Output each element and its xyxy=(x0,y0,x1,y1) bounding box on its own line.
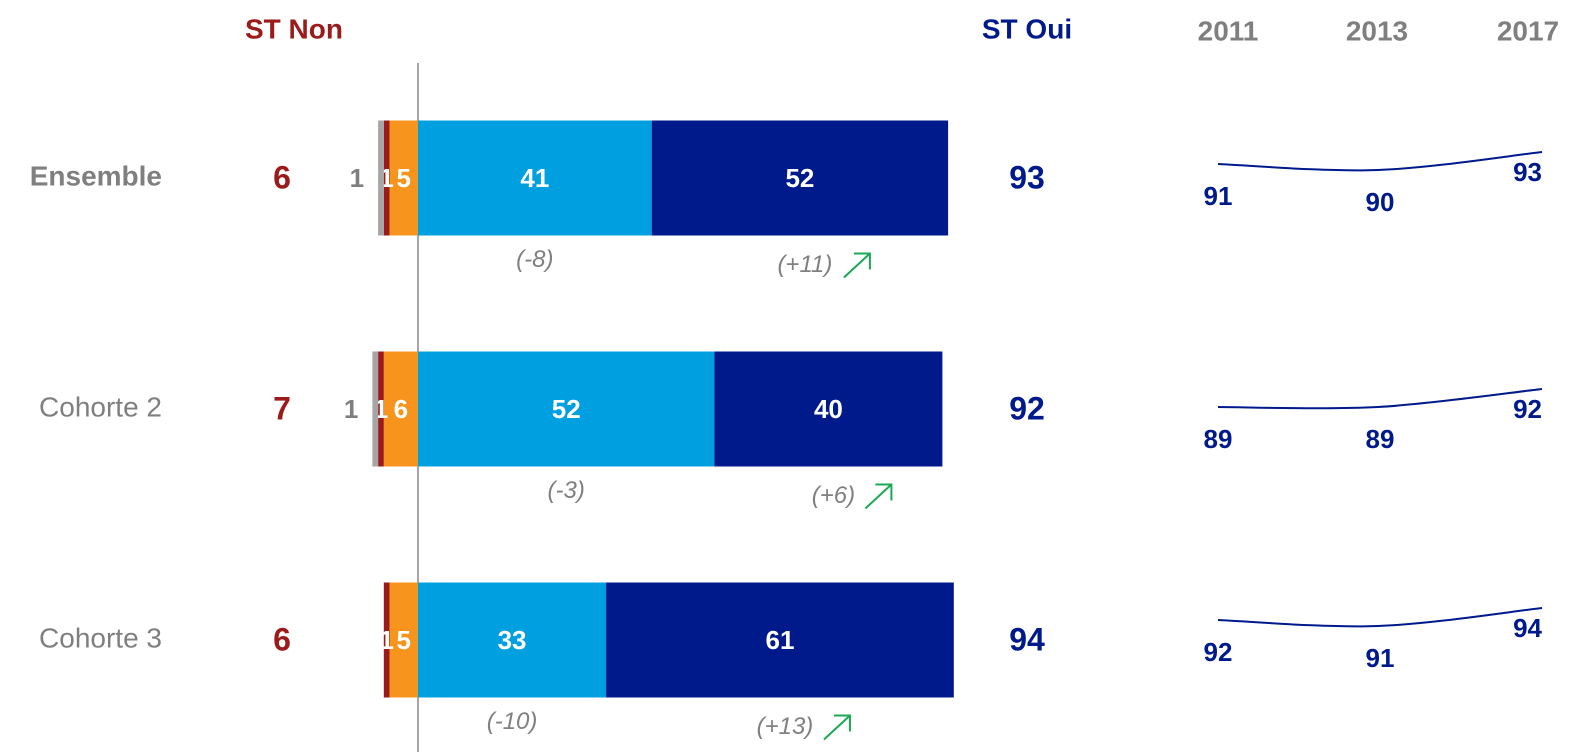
bar-segment xyxy=(714,351,943,467)
segment-label: 1 xyxy=(344,394,358,424)
trend-value: 89 xyxy=(1204,424,1233,454)
category-label: Cohorte 3 xyxy=(39,622,162,653)
segment-label: 5 xyxy=(397,625,411,655)
segment-label: 33 xyxy=(498,625,527,655)
change-label: (+6) xyxy=(812,482,855,509)
header-st-oui: ST Oui xyxy=(982,13,1072,44)
significance-arrow xyxy=(864,483,893,510)
bar-segment xyxy=(389,120,418,236)
bar-segment xyxy=(383,120,390,236)
bar-segment xyxy=(372,351,379,467)
trend-value: 91 xyxy=(1204,181,1233,211)
bar-segment xyxy=(418,120,652,236)
trend-line xyxy=(1217,607,1543,628)
trend-year: 2011 xyxy=(1198,15,1259,46)
header-st-non: ST Non xyxy=(245,13,343,44)
segment-label: 5 xyxy=(397,163,411,193)
trend-line xyxy=(1217,151,1543,172)
significance-arrow xyxy=(843,252,871,279)
bar-segment xyxy=(651,120,949,236)
segment-label: 52 xyxy=(552,394,581,424)
segment-label: 1 xyxy=(379,625,393,655)
trend-value: 92 xyxy=(1513,394,1542,424)
segment-label: 40 xyxy=(814,394,843,424)
change-label: (+13) xyxy=(757,713,814,740)
bar-segment xyxy=(378,120,384,236)
bar-segment xyxy=(378,351,384,467)
trend-value: 91 xyxy=(1366,643,1395,673)
segment-label: 41 xyxy=(520,163,549,193)
st-oui-value: 93 xyxy=(1009,159,1045,195)
st-non-value: 6 xyxy=(273,159,291,195)
trend-line xyxy=(1217,388,1543,410)
segment-label: 61 xyxy=(765,625,794,655)
bar-segment xyxy=(383,582,390,698)
st-non-value: 6 xyxy=(273,621,291,657)
trend-value: 89 xyxy=(1366,424,1395,454)
trend-value: 90 xyxy=(1366,187,1395,217)
bar-segment xyxy=(418,351,715,467)
change-label: (-3) xyxy=(548,477,585,504)
trend-year: 2013 xyxy=(1346,15,1408,46)
category-label: Ensemble xyxy=(30,160,162,191)
bar-segment xyxy=(606,582,954,698)
segment-label: 52 xyxy=(785,163,814,193)
trend-year: 2017 xyxy=(1497,15,1559,46)
bar-segment xyxy=(383,351,418,467)
change-label: (-8) xyxy=(516,246,553,273)
bar-segment xyxy=(418,582,607,698)
st-non-value: 7 xyxy=(273,390,291,426)
st-oui-value: 92 xyxy=(1009,390,1045,426)
st-oui-value: 94 xyxy=(1009,621,1045,657)
segment-label: 6 xyxy=(394,394,408,424)
trend-value: 93 xyxy=(1513,157,1542,187)
bar-segment xyxy=(389,582,418,698)
significance-arrow xyxy=(823,714,851,741)
trend-value: 94 xyxy=(1513,613,1542,643)
category-label: Cohorte 2 xyxy=(39,391,162,422)
change-label: (+11) xyxy=(777,251,832,278)
segment-label: 1 xyxy=(350,163,364,193)
trend-value: 92 xyxy=(1204,637,1233,667)
change-label: (-10) xyxy=(487,708,538,735)
